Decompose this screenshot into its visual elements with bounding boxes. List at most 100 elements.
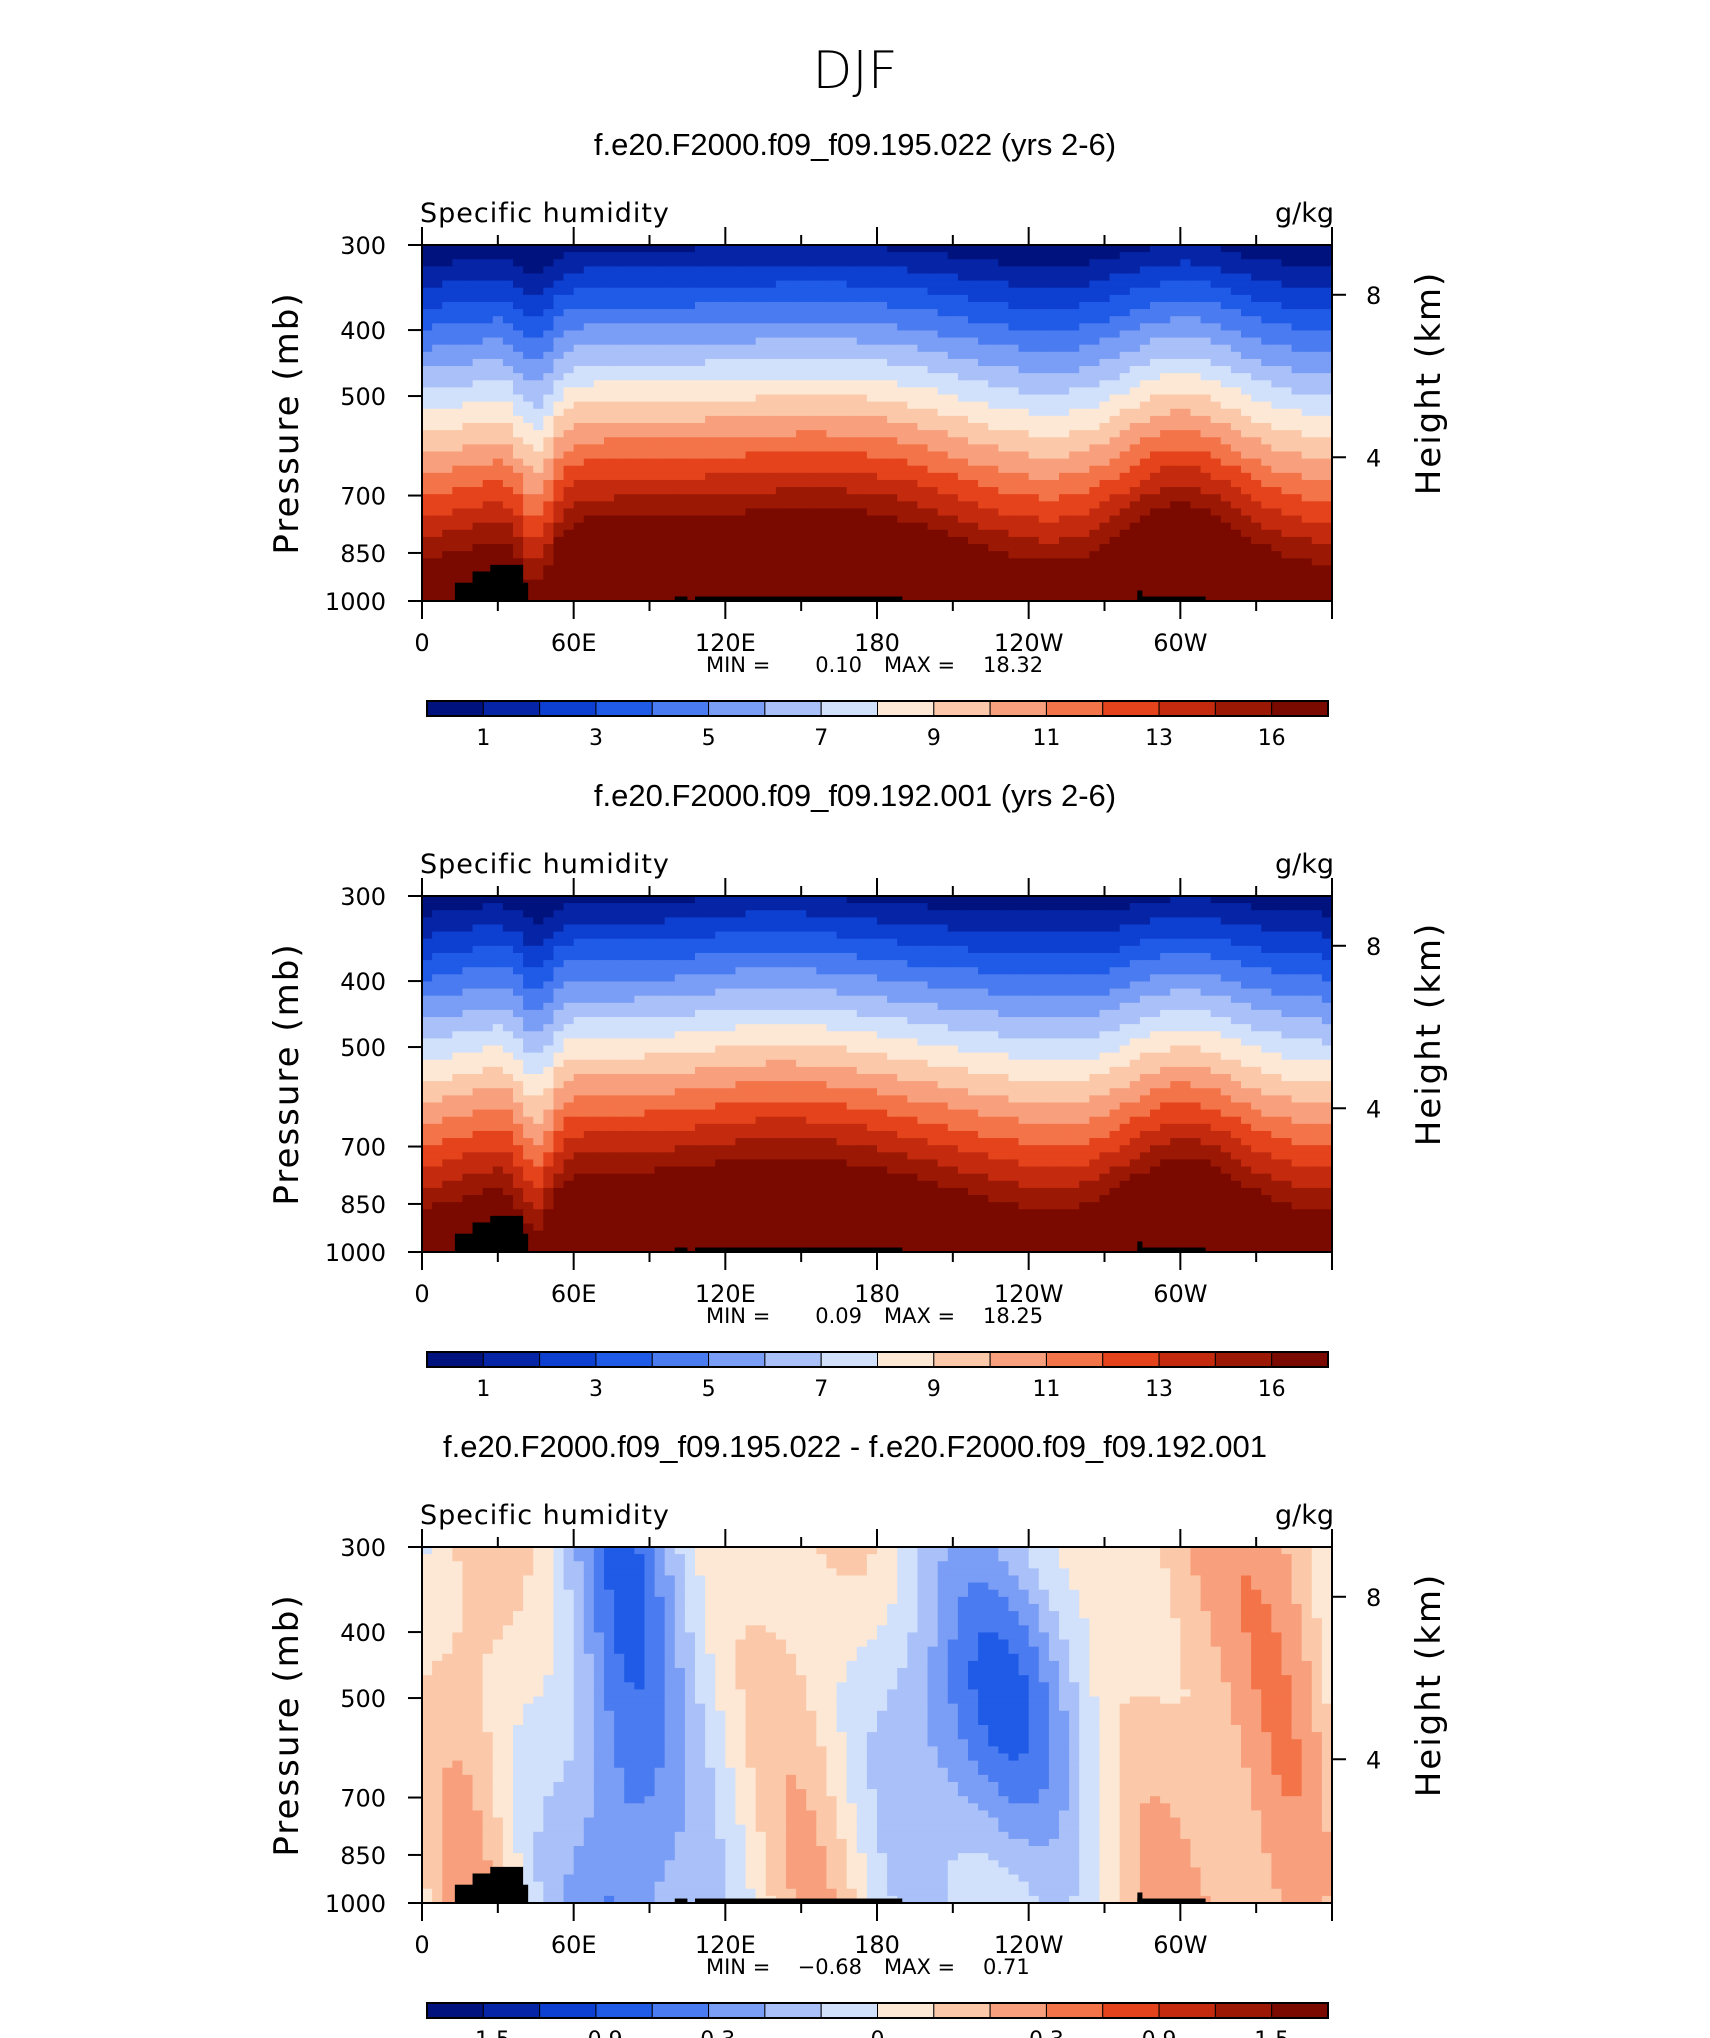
colorbar-swatch [821, 2003, 877, 2018]
colorbar-swatch [1159, 1352, 1215, 1367]
y-tick-label: 500 [340, 1034, 386, 1062]
x-tick-label: 60W [1153, 1280, 1207, 1308]
colorbar-swatch [652, 2003, 708, 2018]
colorbar-swatch [709, 2003, 765, 2018]
colorbar-swatch [1215, 1352, 1271, 1367]
colorbar-label: 11 [1032, 1377, 1060, 1402]
y-right-tick-label: 8 [1366, 1584, 1381, 1612]
colorbar-label: 0.3 [1029, 2028, 1064, 2038]
colorbar-label: 9 [927, 1377, 941, 1402]
y-tick-label: 850 [340, 1842, 386, 1870]
colorbar-label: 3 [589, 1377, 603, 1402]
x-tick-label: 0 [414, 629, 429, 657]
y-tick-label: 700 [340, 1785, 386, 1813]
y-right-axis-label: Height (km) [1409, 271, 1449, 496]
colorbar-swatch [1103, 701, 1159, 716]
y-axis-label: Pressure (mb) [267, 1593, 307, 1856]
panel-title: f.e20.F2000.f09_f09.195.022 - f.e20.F200… [443, 1429, 1267, 1464]
x-tick-label: 60W [1153, 629, 1207, 657]
colorbar-swatch [765, 1352, 821, 1367]
y-tick-label: 400 [340, 317, 386, 345]
x-tick-label: 60E [551, 1931, 597, 1959]
colorbar-swatch [483, 2003, 539, 2018]
max-label: MAX = [884, 653, 955, 677]
x-tick-label: 60E [551, 1280, 597, 1308]
y-right-tick-label: 4 [1366, 444, 1381, 472]
x-tick-label: 60W [1153, 1931, 1207, 1959]
x-tick-label: 0 [414, 1931, 429, 1959]
y-right-tick-label: 4 [1366, 1095, 1381, 1123]
y-tick-label: 400 [340, 1619, 386, 1647]
colorbar-swatch [427, 1352, 483, 1367]
colorbar-swatch [990, 1352, 1046, 1367]
colorbar-swatch [709, 1352, 765, 1367]
y-tick-label: 300 [340, 883, 386, 911]
x-tick-label: 60E [551, 629, 597, 657]
panels: f.e20.F2000.f09_f09.195.022 (yrs 2-6)Spe… [267, 127, 1449, 2038]
colorbar-swatch [990, 2003, 1046, 2018]
y-tick-label: 700 [340, 1134, 386, 1162]
colorbar-swatch [765, 2003, 821, 2018]
colorbar-swatch [709, 701, 765, 716]
colorbar-swatch [540, 701, 596, 716]
contour-field [422, 896, 1333, 1253]
colorbar: 1 3 5 7 9 11 13 16 [427, 701, 1328, 751]
colorbar-swatch [1046, 2003, 1102, 2018]
y-tick-label: 1000 [325, 1239, 386, 1267]
colorbar-swatch [596, 1352, 652, 1367]
units-label: g/kg [1275, 198, 1334, 229]
colorbar-label: −0.3 [682, 2028, 735, 2038]
colorbar-swatch [483, 701, 539, 716]
min-label: MIN = [706, 1955, 770, 1979]
colorbar-swatch [765, 701, 821, 716]
colorbar-label: 0.9 [1142, 2028, 1177, 2038]
colorbar-label: 13 [1145, 1377, 1173, 1402]
colorbar-swatch [1272, 701, 1328, 716]
chart-panel-3: f.e20.F2000.f09_f09.195.022 - f.e20.F200… [267, 1429, 1449, 2038]
colorbar-label: 3 [589, 726, 603, 751]
y-right-axis-label: Height (km) [1409, 1573, 1449, 1798]
colorbar-swatch [878, 2003, 934, 2018]
colorbar-swatch [596, 701, 652, 716]
units-label: g/kg [1275, 849, 1334, 880]
colorbar-label: 1 [476, 1377, 490, 1402]
colorbar-swatch [821, 1352, 877, 1367]
contour-field [422, 1547, 1333, 1904]
colorbar-label: 1 [476, 726, 490, 751]
max-label: MAX = [884, 1304, 955, 1328]
max-label: MAX = [884, 1955, 955, 1979]
y-tick-label: 850 [340, 1191, 386, 1219]
colorbar-swatch [540, 2003, 596, 2018]
y-right-tick-label: 4 [1366, 1746, 1381, 1774]
x-tick-label: 0 [414, 1280, 429, 1308]
y-tick-label: 300 [340, 232, 386, 260]
y-tick-label: 500 [340, 383, 386, 411]
variable-label: Specific humidity [420, 198, 670, 229]
colorbar-swatch [1159, 2003, 1215, 2018]
colorbar-swatch [990, 701, 1046, 716]
min-label: MIN = [706, 1304, 770, 1328]
colorbar-label: −0.9 [569, 2028, 622, 2038]
colorbar-label: 7 [814, 726, 828, 751]
min-value: −0.68 [798, 1955, 862, 1979]
y-tick-label: 850 [340, 540, 386, 568]
contour-field [422, 245, 1333, 602]
colorbar-swatch [596, 2003, 652, 2018]
min-value: 0.10 [815, 653, 862, 677]
colorbar-swatch [1103, 2003, 1159, 2018]
colorbar-swatch [934, 2003, 990, 2018]
colorbar: 1 3 5 7 9 11 13 16 [427, 1352, 1328, 1402]
colorbar-label: 16 [1258, 1377, 1286, 1402]
y-tick-label: 700 [340, 483, 386, 511]
colorbar-label: −1.5 [457, 2028, 510, 2038]
colorbar-swatch [1046, 701, 1102, 716]
colorbar-label: 5 [702, 1377, 716, 1402]
colorbar-swatch [483, 1352, 539, 1367]
colorbar-swatch [1215, 2003, 1271, 2018]
colorbar-label: 7 [814, 1377, 828, 1402]
colorbar-label: 1.5 [1254, 2028, 1289, 2038]
colorbar-swatch [427, 2003, 483, 2018]
colorbar-swatch [821, 701, 877, 716]
y-axis-label: Pressure (mb) [267, 291, 307, 554]
